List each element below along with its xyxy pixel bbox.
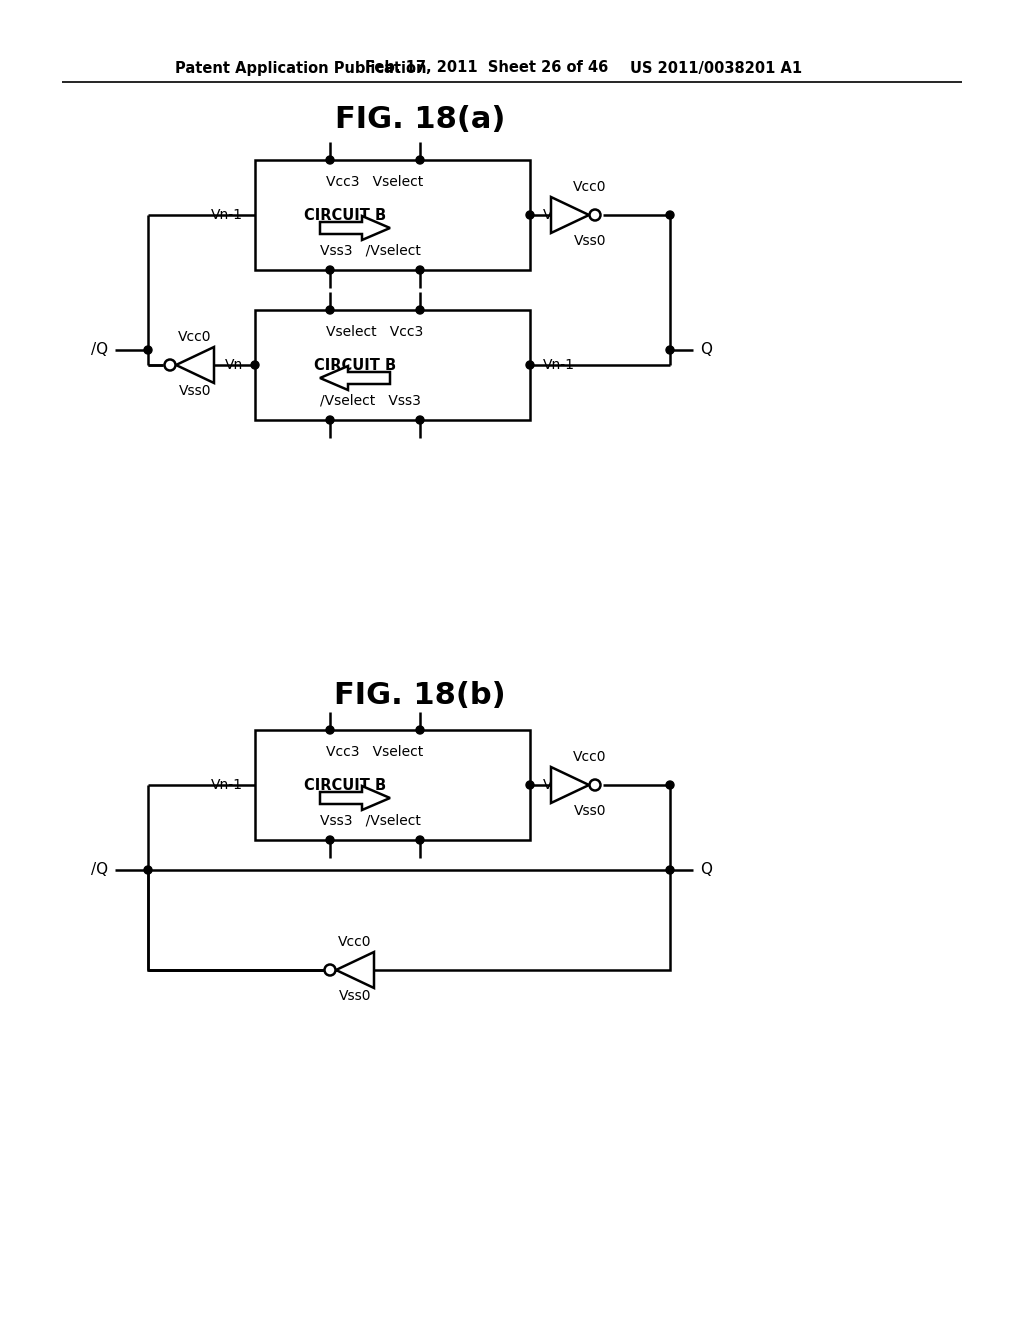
Polygon shape — [336, 952, 374, 987]
Text: /Vselect   Vss3: /Vselect Vss3 — [319, 393, 421, 407]
Bar — [148, 870, 670, 970]
Text: Vss0: Vss0 — [339, 989, 372, 1003]
Text: Vss0: Vss0 — [573, 234, 606, 248]
Circle shape — [526, 211, 534, 219]
Circle shape — [666, 346, 674, 354]
Text: /Q: /Q — [91, 862, 108, 878]
Circle shape — [416, 726, 424, 734]
Text: Feb. 17, 2011  Sheet 26 of 46: Feb. 17, 2011 Sheet 26 of 46 — [365, 61, 608, 75]
Text: Vcc3   Vselect: Vcc3 Vselect — [327, 176, 424, 189]
Text: /Q: /Q — [91, 342, 108, 358]
Text: CIRCUIT B: CIRCUIT B — [304, 207, 386, 223]
Polygon shape — [319, 785, 390, 810]
Circle shape — [326, 306, 334, 314]
Polygon shape — [319, 366, 390, 389]
Text: Vn-1: Vn-1 — [211, 777, 243, 792]
Circle shape — [416, 306, 424, 314]
Circle shape — [666, 866, 674, 874]
Polygon shape — [176, 347, 214, 383]
Circle shape — [325, 965, 336, 975]
Circle shape — [165, 359, 175, 371]
Circle shape — [326, 836, 334, 843]
Text: FIG. 18(b): FIG. 18(b) — [334, 681, 506, 710]
Text: Vcc0: Vcc0 — [338, 935, 372, 949]
Polygon shape — [551, 197, 589, 234]
Polygon shape — [319, 216, 390, 240]
Bar — [255, 730, 530, 840]
Text: Vcc3   Vselect: Vcc3 Vselect — [327, 744, 424, 759]
Text: CIRCUIT B: CIRCUIT B — [314, 358, 396, 372]
Text: Q: Q — [700, 862, 712, 878]
Circle shape — [144, 346, 152, 354]
Circle shape — [416, 416, 424, 424]
Bar — [255, 160, 530, 271]
Circle shape — [666, 211, 674, 219]
Circle shape — [251, 360, 259, 370]
Text: Vn-1: Vn-1 — [211, 209, 243, 222]
Circle shape — [326, 416, 334, 424]
Text: Vn: Vn — [224, 358, 243, 372]
Text: Vcc0: Vcc0 — [573, 750, 607, 764]
Circle shape — [416, 267, 424, 275]
Text: Vss0: Vss0 — [573, 804, 606, 818]
Circle shape — [666, 781, 674, 789]
Circle shape — [144, 866, 152, 874]
Text: Vn: Vn — [543, 209, 561, 222]
Bar — [255, 310, 530, 420]
Text: Vn-1: Vn-1 — [543, 358, 575, 372]
Text: Q: Q — [700, 342, 712, 358]
Text: US 2011/0038201 A1: US 2011/0038201 A1 — [630, 61, 802, 75]
Text: Vss3   /Vselect: Vss3 /Vselect — [319, 243, 421, 257]
Text: Vn: Vn — [543, 777, 561, 792]
Circle shape — [416, 836, 424, 843]
Circle shape — [326, 726, 334, 734]
Text: Vss0: Vss0 — [179, 384, 211, 399]
Text: FIG. 18(a): FIG. 18(a) — [335, 106, 505, 135]
Polygon shape — [551, 767, 589, 803]
Circle shape — [590, 210, 600, 220]
Circle shape — [526, 360, 534, 370]
Circle shape — [590, 780, 600, 791]
Circle shape — [326, 156, 334, 164]
Text: Patent Application Publication: Patent Application Publication — [175, 61, 427, 75]
Circle shape — [416, 156, 424, 164]
Text: CIRCUIT B: CIRCUIT B — [304, 777, 386, 792]
Text: Vcc0: Vcc0 — [178, 330, 212, 345]
Circle shape — [326, 267, 334, 275]
Text: Vselect   Vcc3: Vselect Vcc3 — [327, 325, 424, 339]
Text: Vss3   /Vselect: Vss3 /Vselect — [319, 813, 421, 828]
Circle shape — [526, 781, 534, 789]
Text: Vcc0: Vcc0 — [573, 180, 607, 194]
